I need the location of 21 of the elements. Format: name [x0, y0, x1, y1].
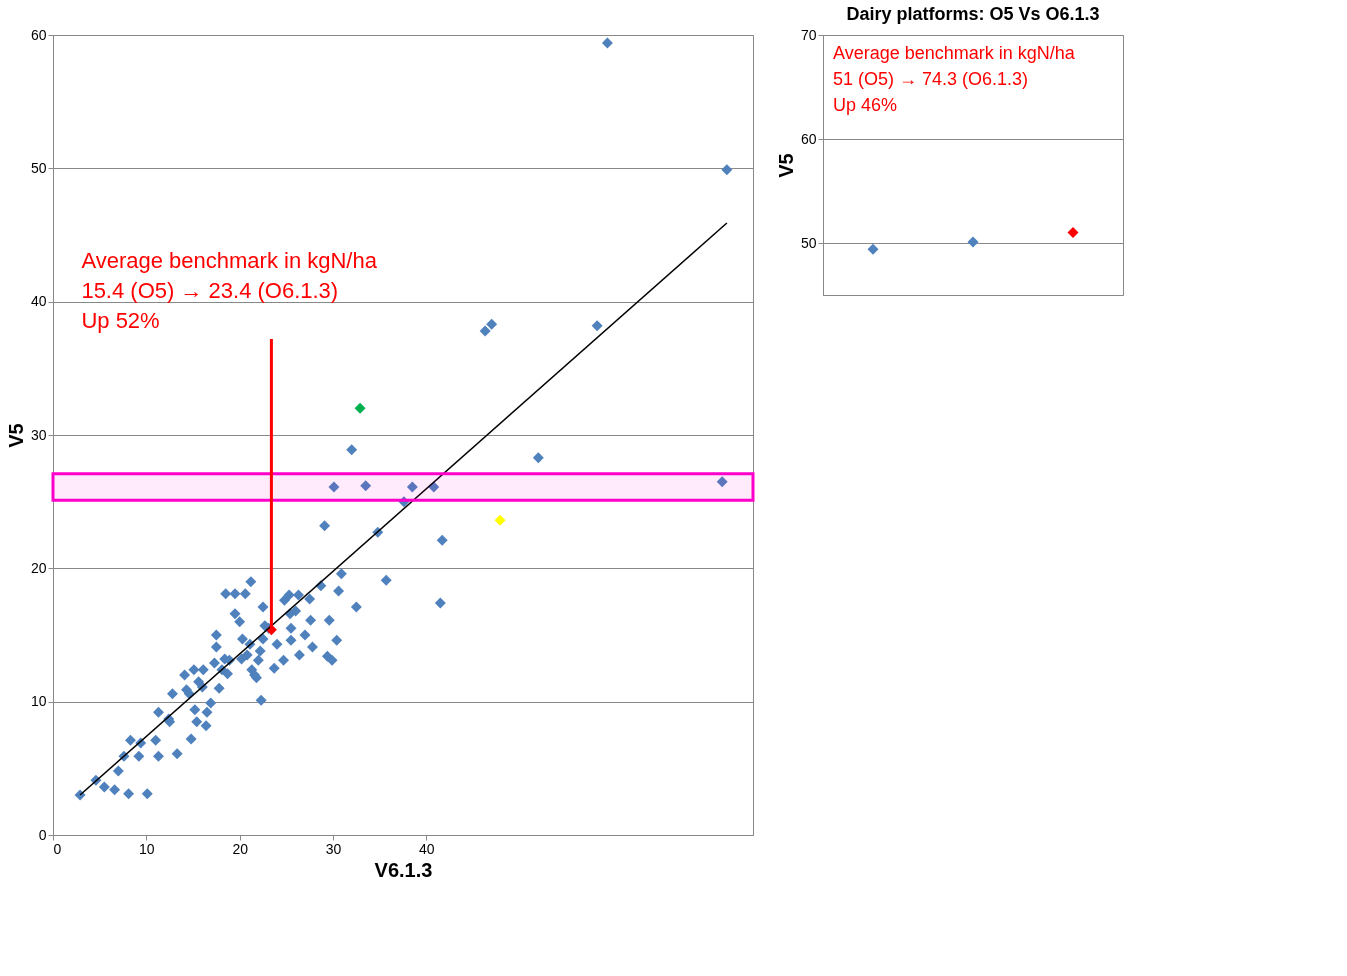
annotation: Average benchmark in kgN/ha 15.4 (O5) → 23.4 (O6.1.3) Up 52% — [81, 248, 378, 333]
x-tick-label: 0 — [53, 840, 62, 857]
x-tick-label: 20 — [232, 840, 249, 857]
y-axis-title: V5 — [4, 423, 27, 448]
chart-title: Dairy platforms: O5 Vs O6.1.3 — [846, 4, 1100, 24]
y-tick-label: 50 — [30, 159, 47, 176]
y-tick-label: 10 — [30, 693, 47, 710]
y-tick-label: 20 — [30, 559, 47, 576]
annotation: Average benchmark in kgN/ha 51 (O5) → 74.3 (O6.1.3) Up 46% — [833, 43, 1076, 115]
y-tick-label: 50 — [800, 234, 817, 251]
y-tick-label: 70 — [800, 26, 817, 43]
x-axis-title: V6.1.3 — [374, 858, 433, 881]
y-tick-label: 60 — [800, 130, 817, 147]
y-tick-label: 0 — [38, 826, 47, 843]
y-axis-title: V5 — [774, 153, 797, 178]
x-tick-label: 40 — [419, 840, 435, 857]
x-tick-label: 30 — [325, 840, 342, 857]
x-tick-label: 10 — [139, 840, 155, 857]
y-tick-label: 30 — [30, 426, 47, 443]
y-tick-label: 60 — [30, 26, 47, 43]
y-tick-label: 40 — [30, 293, 47, 310]
